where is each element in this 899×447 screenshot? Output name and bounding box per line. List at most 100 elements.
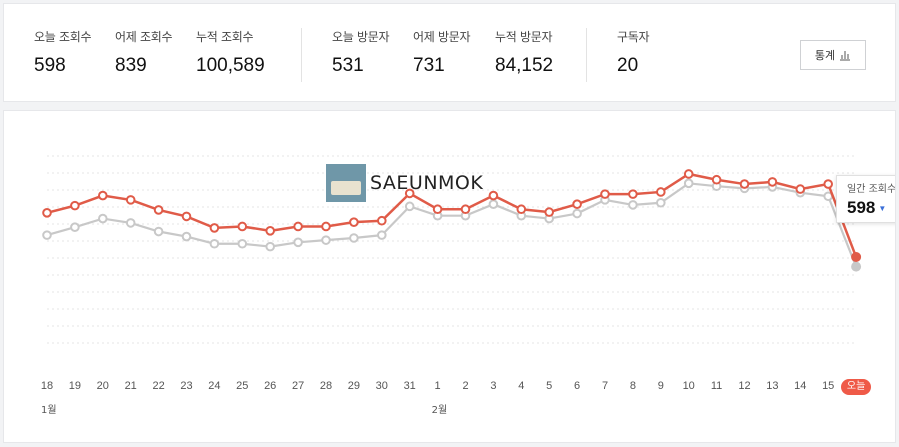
x-tick-label: 9: [657, 380, 664, 392]
visitors-point[interactable]: [42, 230, 52, 240]
stat-label: 구독자: [617, 30, 650, 44]
views-point[interactable]: [209, 223, 220, 233]
stat-today-views: 오늘 조회수 598: [34, 28, 92, 77]
stat-value: 531: [332, 55, 364, 76]
visitors-point[interactable]: [488, 199, 499, 209]
views-point[interactable]: [432, 204, 443, 215]
visitors-point[interactable]: [293, 237, 303, 248]
views-point[interactable]: [404, 188, 415, 199]
visitors-point[interactable]: [153, 226, 164, 237]
down-arrow-icon: ▼: [878, 204, 887, 214]
stat-label: 누적 조회수: [196, 30, 254, 44]
x-tick-label: 15: [822, 380, 835, 392]
views-point[interactable]: [683, 169, 694, 179]
views-point[interactable]: [767, 177, 778, 187]
divider: [301, 28, 302, 82]
visitors-point[interactable]: [656, 197, 666, 208]
views-point[interactable]: [460, 204, 471, 215]
x-tick-label: 11: [710, 380, 723, 392]
visitors-point[interactable]: [98, 213, 108, 224]
x-tick-label: 2: [462, 380, 469, 392]
stat-subscribers: 구독자 20: [617, 28, 650, 77]
views-point[interactable]: [377, 215, 387, 226]
views-point[interactable]: [237, 221, 248, 232]
visitors-point[interactable]: [404, 201, 415, 212]
views-point[interactable]: [711, 174, 722, 185]
visitors-point[interactable]: [265, 241, 276, 252]
x-tick-label: 30: [375, 380, 388, 392]
views-point[interactable]: [125, 195, 136, 205]
views-point[interactable]: [349, 217, 359, 227]
visitors-point[interactable]: [321, 235, 331, 245]
views-point[interactable]: [516, 204, 527, 215]
stat-label: 어제 방문자: [413, 30, 471, 44]
visitors-point[interactable]: [237, 238, 248, 249]
views-point[interactable]: [795, 184, 806, 194]
x-tick-label: 21: [124, 380, 137, 392]
x-tick-label: 8: [629, 380, 636, 392]
stat-label: 어제 조회수: [115, 30, 173, 44]
visitors-point[interactable]: [572, 208, 582, 219]
x-tick-label: 5: [546, 380, 553, 392]
logo-text: SAEUNMOK: [370, 172, 484, 194]
divider: [586, 28, 587, 82]
stat-yesterday-visitors: 어제 방문자 731: [413, 28, 471, 77]
views-point[interactable]: [851, 251, 862, 262]
x-tick-label: 31: [403, 380, 416, 392]
x-tick-label: 23: [180, 380, 193, 392]
views-point[interactable]: [181, 211, 192, 222]
views-point[interactable]: [98, 190, 108, 201]
logo-image: [326, 164, 366, 202]
views-point[interactable]: [153, 205, 164, 215]
month-label: 1월: [41, 405, 57, 416]
stat-label: 오늘 조회수: [34, 30, 92, 44]
views-point[interactable]: [544, 207, 555, 217]
x-tick-label: 6: [574, 380, 581, 392]
visitors-point[interactable]: [377, 230, 387, 240]
stat-value: 839: [115, 55, 147, 76]
views-point[interactable]: [739, 179, 750, 189]
views-point[interactable]: [42, 208, 52, 218]
stat-label: 오늘 방문자: [332, 30, 390, 44]
views-point[interactable]: [656, 187, 666, 197]
daily-views-chart: SAEUNMOK 일간 조회수 598 ▼ 18 19 20 21 22 23 24 25 26 2…: [3, 110, 896, 443]
views-point[interactable]: [321, 221, 331, 232]
x-tick-label: 10: [682, 380, 695, 392]
stat-value: 731: [413, 55, 445, 76]
visitors-point[interactable]: [181, 231, 192, 242]
x-tick-label: 14: [794, 380, 807, 392]
x-tick-label: 1: [434, 380, 441, 392]
views-point[interactable]: [823, 179, 834, 189]
visitors-point[interactable]: [125, 218, 136, 228]
views-point[interactable]: [572, 199, 582, 209]
visitors-point[interactable]: [70, 222, 80, 233]
blog-logo-watermark: SAEUNMOK: [326, 164, 483, 202]
stats-button[interactable]: 통계: [800, 40, 866, 70]
x-tick-label: 27: [291, 380, 305, 392]
x-tick-label: 20: [96, 380, 109, 392]
visitors-point[interactable]: [349, 233, 359, 243]
visitors-point[interactable]: [683, 178, 694, 189]
views-point[interactable]: [265, 226, 276, 236]
tooltip-value: 598 ▼: [847, 198, 887, 217]
stat-today-visitors: 오늘 방문자 531: [332, 28, 390, 77]
x-tick-label: 26: [264, 380, 277, 392]
x-tick-label: 28: [319, 380, 333, 392]
visitors-point[interactable]: [851, 261, 862, 272]
views-point[interactable]: [628, 189, 638, 199]
visitors-point[interactable]: [628, 200, 638, 210]
stat-total-visitors: 누적 방문자 84,152: [495, 28, 553, 77]
line-chart: [42, 155, 862, 344]
visitors-point[interactable]: [209, 238, 220, 249]
x-tick-label: 12: [738, 380, 751, 392]
stat-value: 20: [617, 55, 639, 76]
views-point[interactable]: [600, 189, 610, 199]
views-point[interactable]: [293, 221, 303, 232]
stat-label: 누적 방문자: [495, 30, 553, 44]
tooltip-label: 일간 조회수: [847, 184, 896, 195]
views-point[interactable]: [70, 200, 80, 211]
x-tick-label: 24: [208, 380, 221, 392]
x-tick-label: 7: [601, 380, 609, 392]
x-tick-label: 3: [490, 380, 497, 392]
views-point[interactable]: [488, 190, 499, 201]
